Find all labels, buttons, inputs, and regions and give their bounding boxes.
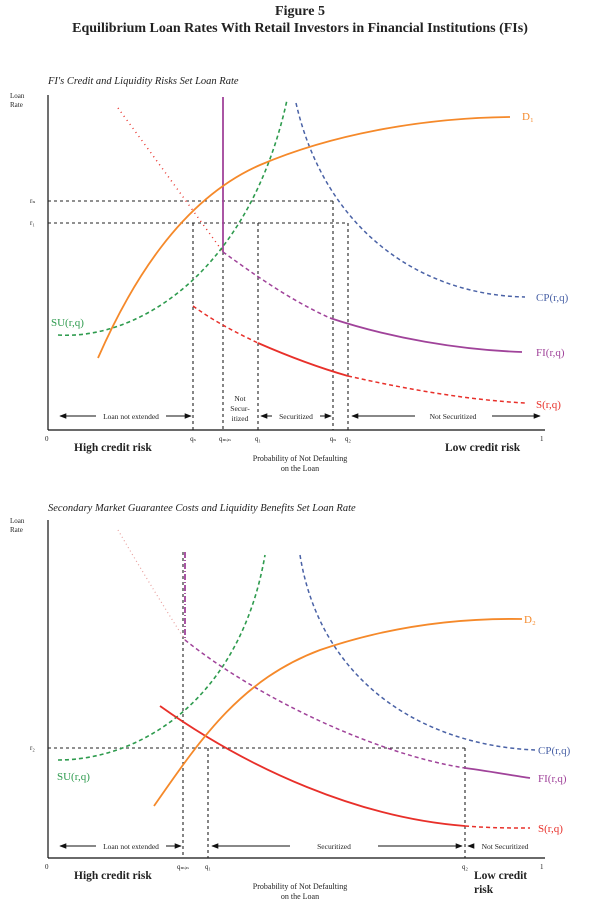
panel-2-fi-curve-solid xyxy=(464,767,531,779)
panel-2-q-label: qₘᵢₙ xyxy=(177,863,189,871)
panel-1-demand-label: D₁ xyxy=(522,111,534,123)
panel-1-cp-curve xyxy=(295,102,526,298)
panel-2-x-axis-label-line2: on the Loan xyxy=(281,892,319,901)
panel-1-origin-label: 0 xyxy=(45,435,49,443)
panel-1-dotted-curve xyxy=(117,107,224,253)
panel-1-region-label: Secur- xyxy=(230,404,250,413)
figure-number: Figure 5 xyxy=(275,4,325,19)
panel-2: Secondary Market Guarantee Costs and Liq… xyxy=(10,503,571,901)
panel-1-s-label: S(r,q) xyxy=(536,399,561,411)
panel-1-region-label: Not xyxy=(234,394,246,403)
panel-2-s-curve-dashed xyxy=(464,825,531,829)
panel-1-su-label: SU(r,q) xyxy=(51,317,84,329)
panel-1-y-label-line1: Loan xyxy=(10,92,25,100)
panel-1-rate-label: rₙ xyxy=(30,197,35,205)
panel-2-y-label-line2: Rate xyxy=(10,526,23,534)
panel-1-q-label: q₁ xyxy=(255,435,261,443)
panel-1-high-risk-label: High credit risk xyxy=(74,442,152,454)
panel-1-x-axis-label: Probability of Not Defaulting xyxy=(253,454,347,463)
figure-title: Equilibrium Loan Rates With Retail Inves… xyxy=(72,21,528,36)
panel-1-x-axis-label-line2: on the Loan xyxy=(281,464,319,473)
panel-2-region-label: Not Securitized xyxy=(482,842,529,851)
panel-1-su-curve xyxy=(57,99,288,336)
panel-1-low-risk-label: Low credit risk xyxy=(445,442,521,454)
panel-2-dotted-curve xyxy=(117,529,186,641)
panel-1-fi-label: FI(r,q) xyxy=(536,347,565,359)
panel-2-su-curve xyxy=(57,554,266,761)
panel-2-q-label: q₂ xyxy=(462,863,469,871)
panel-2-q-label: q₁ xyxy=(205,863,211,871)
panel-1-fi-curve-dashed xyxy=(222,251,331,319)
panel-1-y-label-line2: Rate xyxy=(10,101,23,109)
panel-2-s-label: S(r,q) xyxy=(538,823,563,835)
panel-1-region-label: Loan not extended xyxy=(103,412,159,421)
panel-2-low-risk-label-line2: risk xyxy=(474,884,494,896)
panel-2-demand-label: D₂ xyxy=(524,614,536,626)
panel-2-cp-curve xyxy=(299,554,536,751)
panel-2-region-label: Loan not extended xyxy=(103,842,159,851)
panel-2-fi-curve-dashed xyxy=(184,639,466,769)
panel-1-region-label: Securitized xyxy=(279,412,313,421)
panel-1-q-label: qₘᵢₙ xyxy=(219,435,231,443)
panel-1-region-label: itized xyxy=(232,414,249,423)
panel-1-q-label: q₂ xyxy=(345,435,352,443)
panel-1: FI's Credit and Liquidity Risks Set Loan… xyxy=(10,76,569,473)
panel-2-x-end-label: 1 xyxy=(540,863,544,871)
panel-2-origin-label: 0 xyxy=(45,863,49,871)
panel-1-s-curve-dashed xyxy=(192,305,259,344)
panel-2-low-risk-label: Low credit xyxy=(474,870,527,882)
panel-2-region-label: Securitized xyxy=(317,842,351,851)
panel-1-demand-curve xyxy=(97,116,511,359)
panel-1-q-label: qₛ xyxy=(190,435,197,443)
panel-2-x-axis-label: Probability of Not Defaulting xyxy=(253,882,347,891)
panel-1-rate-label: r₁ xyxy=(30,219,35,227)
panel-2-cp-label: CP(r,q) xyxy=(538,745,571,757)
panel-1-s-curve-solid xyxy=(257,342,349,377)
panel-1-title: FI's Credit and Liquidity Risks Set Loan… xyxy=(47,76,239,87)
panel-1-cp-label: CP(r,q) xyxy=(536,292,569,304)
panel-2-y-label-line1: Loan xyxy=(10,517,25,525)
panel-2-s-curve-solid xyxy=(159,705,466,827)
panel-2-rate-label: r₂ xyxy=(30,744,35,752)
panel-2-high-risk-label: High credit risk xyxy=(74,870,152,882)
panel-1-region-label: Not Securitized xyxy=(430,412,477,421)
panel-2-su-label: SU(r,q) xyxy=(57,771,90,783)
panel-2-fi-label: FI(r,q) xyxy=(538,773,567,785)
panel-2-demand-curve xyxy=(153,618,523,807)
panel-2-title: Secondary Market Guarantee Costs and Liq… xyxy=(48,503,356,514)
panel-1-x-end-label: 1 xyxy=(540,435,544,443)
panel-1-q-label: qₙ xyxy=(330,435,337,443)
panel-1-s-curve-dashed-right xyxy=(347,375,526,404)
panel-1-fi-curve-solid xyxy=(329,317,523,353)
